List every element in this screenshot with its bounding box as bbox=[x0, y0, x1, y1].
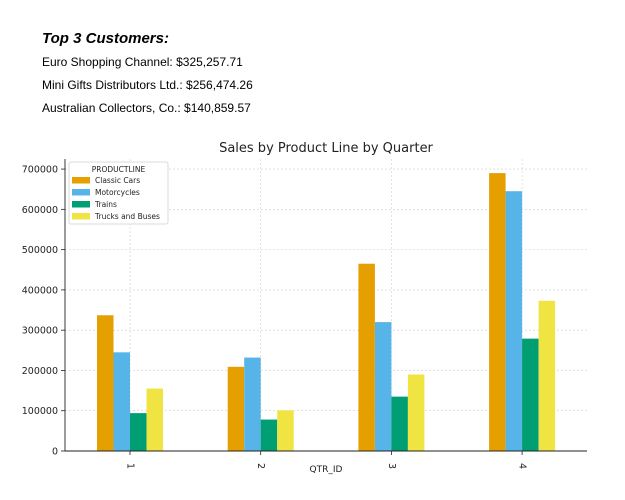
x-axis-label: QTR_ID bbox=[310, 465, 343, 475]
chart-title: Sales by Product Line by Quarter bbox=[219, 141, 433, 156]
legend-box bbox=[68, 161, 169, 225]
bar-trains-q1 bbox=[130, 413, 147, 451]
chart-bars bbox=[97, 173, 556, 451]
legend-entry: Trucks and Buses bbox=[94, 212, 160, 221]
customer-line-3: Australian Collectors, Co.: $140,859.57 bbox=[42, 101, 251, 115]
y-tick-label: 600000 bbox=[22, 205, 58, 216]
legend-swatch bbox=[72, 213, 90, 220]
legend-entry: Trains bbox=[94, 200, 117, 209]
bar-motorcycles-q4 bbox=[505, 191, 523, 451]
bar-motorcycles-q1 bbox=[113, 352, 130, 451]
bar-trains-q4 bbox=[522, 338, 539, 451]
y-tick-label: 300000 bbox=[22, 326, 58, 337]
y-tick-label: 500000 bbox=[22, 245, 58, 256]
bar-motorcycles-q2 bbox=[244, 357, 261, 451]
y-tick-label: 100000 bbox=[22, 406, 58, 417]
bar-classic-cars-q4 bbox=[489, 173, 506, 451]
y-tick-label: 400000 bbox=[22, 285, 58, 296]
chart-legend: PRODUCTLINE Classic Cars Motorcycles Trains… bbox=[68, 161, 169, 225]
customer-line-1: Euro Shopping Channel: $325,257.71 bbox=[42, 55, 243, 69]
y-tick-label: 0 bbox=[52, 447, 58, 458]
legend-swatch bbox=[72, 201, 90, 208]
legend-swatch bbox=[72, 177, 90, 184]
legend-swatch bbox=[72, 189, 90, 196]
chart-axes: 0 100000 200000 300000 400000 500000 600000 700… bbox=[22, 159, 587, 469]
customer-line-2: Mini Gifts Distributors Ltd.: $256,474.2… bbox=[42, 78, 253, 92]
legend-title: PRODUCTLINE bbox=[92, 165, 146, 174]
bar-classic-cars-q1 bbox=[97, 315, 114, 451]
bar-motorcycles-q3 bbox=[374, 322, 392, 451]
bar-trucks-and-buses-q4 bbox=[538, 300, 556, 451]
bar-trucks-and-buses-q1 bbox=[146, 388, 163, 451]
x-tick-label: 3 bbox=[386, 463, 397, 469]
x-tick-label: 2 bbox=[255, 463, 266, 469]
y-tick-label: 700000 bbox=[22, 165, 58, 176]
summary-heading: Top 3 Customers: bbox=[42, 30, 169, 47]
bar-trains-q2 bbox=[260, 419, 278, 451]
legend-entry: Motorcycles bbox=[95, 188, 140, 197]
top-customers-summary: Top 3 Customers: Euro Shopping Channel: … bbox=[42, 30, 602, 124]
y-tick-label: 200000 bbox=[22, 366, 58, 377]
x-tick-label: 1 bbox=[125, 463, 136, 469]
bar-trucks-and-buses-q2 bbox=[277, 410, 294, 451]
legend-entry: Classic Cars bbox=[95, 176, 140, 185]
bar-classic-cars-q2 bbox=[227, 366, 245, 451]
bar-trains-q3 bbox=[391, 396, 408, 451]
bar-classic-cars-q3 bbox=[358, 263, 375, 451]
x-tick-label: 4 bbox=[517, 463, 528, 469]
bar-trucks-and-buses-q3 bbox=[407, 374, 425, 451]
